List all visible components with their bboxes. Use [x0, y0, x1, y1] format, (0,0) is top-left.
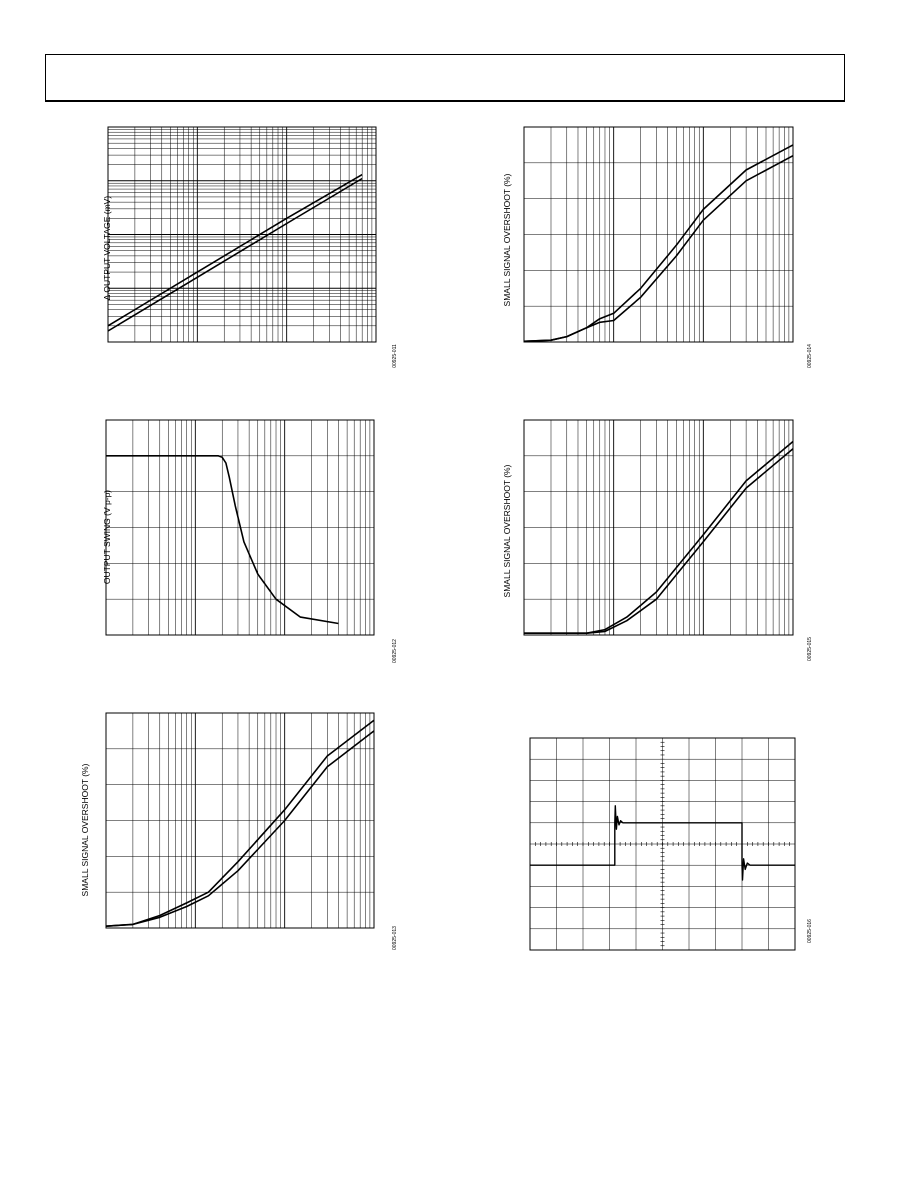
- series-line-1: [524, 440, 794, 634]
- y-axis-label: OUTPUT SWING (V p-p): [102, 489, 112, 585]
- plot-frame: [107, 126, 377, 343]
- plot-frame: [105, 419, 375, 636]
- plot-frame: [523, 419, 794, 636]
- series-line-1: [107, 177, 363, 332]
- figure-id: 00925-014: [807, 344, 813, 368]
- series-line-1: [523, 144, 794, 343]
- series-line-1: [106, 454, 339, 625]
- chart-plot: [105, 712, 375, 929]
- chart-panel: SMALL SIGNAL OVERSHOOT (%) 00925-013: [60, 700, 400, 960]
- grid: [523, 127, 793, 342]
- chart-panel: SMALL SIGNAL OVERSHOOT (%) 00925-014: [478, 115, 818, 375]
- y-axis-label: SMALL SIGNAL OVERSHOOT (%): [80, 763, 90, 897]
- figure-id: 00925-015: [807, 637, 813, 661]
- grid: [529, 737, 796, 951]
- y-axis-label: SMALL SIGNAL OVERSHOOT (%): [502, 173, 512, 307]
- y-axis-label: SMALL SIGNAL OVERSHOOT (%): [502, 464, 512, 598]
- series-line-1: [105, 730, 375, 927]
- chart-plot: [105, 419, 375, 636]
- figure-id: 00925-016: [807, 919, 813, 943]
- chart-panel: 00925-016: [478, 720, 818, 980]
- y-axis-label: Δ OUTPUT VOLTAGE (mV): [102, 195, 112, 301]
- series-line-2: [523, 154, 794, 343]
- series-line-2: [524, 448, 794, 634]
- series-line-2: [107, 173, 363, 327]
- chart-panel: OUTPUT SWING (V p-p) 00925-012: [60, 408, 400, 668]
- chart-plot: [107, 126, 377, 343]
- grid: [523, 420, 793, 635]
- chart-plot: [523, 419, 794, 636]
- chart-panel: SMALL SIGNAL OVERSHOOT (%) 00925-015: [478, 408, 818, 668]
- grid: [105, 713, 374, 928]
- figure-id: 00925-012: [392, 639, 398, 663]
- chart-plot: [523, 126, 794, 343]
- chart-panel: Δ OUTPUT VOLTAGE (mV) 00925-011: [60, 115, 400, 375]
- chart-plot: [529, 737, 796, 951]
- grid: [107, 127, 376, 343]
- plot-frame: [105, 712, 375, 929]
- scope-frame: [529, 737, 796, 951]
- page-header-frame: [45, 54, 845, 102]
- series-line-2: [105, 719, 375, 927]
- figure-id: 00925-013: [392, 926, 398, 950]
- plot-frame: [523, 126, 794, 343]
- figure-id: 00925-011: [392, 344, 398, 368]
- scope-trace-1: [530, 805, 795, 881]
